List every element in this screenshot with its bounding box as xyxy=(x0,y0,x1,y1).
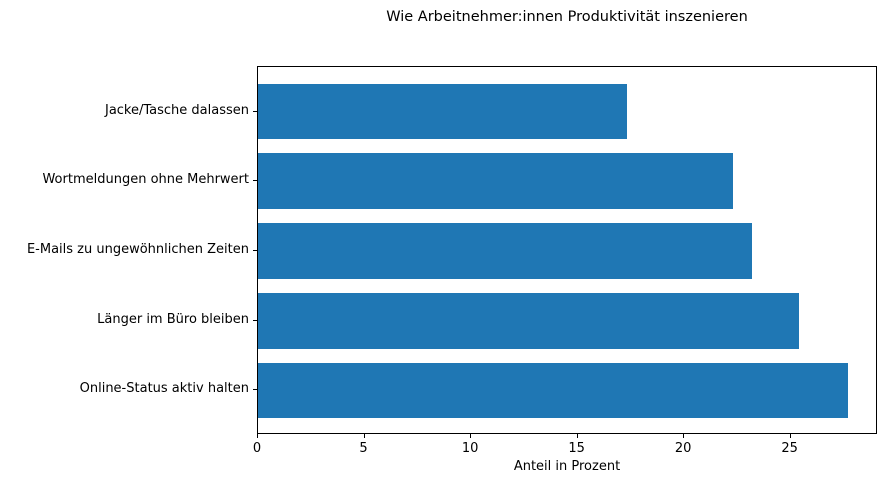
bar xyxy=(258,153,734,210)
y-axis-tick xyxy=(253,389,257,391)
x-tick-label: 20 xyxy=(674,441,692,456)
x-tick-label: 5 xyxy=(359,441,368,456)
category-label: Länger im Büro bleiben xyxy=(97,311,249,327)
category-label: Jacke/Tasche dalassen xyxy=(104,102,249,118)
y-axis-tick xyxy=(253,180,257,182)
x-axis-tick xyxy=(789,434,791,438)
bar xyxy=(258,292,800,349)
chart-title: Wie Arbeitnehmer:innen Produktivität ins… xyxy=(386,9,748,25)
x-tick-label: 25 xyxy=(781,441,798,456)
x-axis-tick xyxy=(363,434,365,438)
bar xyxy=(258,362,849,419)
category-label: E-Mails zu ungewöhnlichen Zeiten xyxy=(26,242,249,257)
x-axis-tick xyxy=(683,434,685,438)
x-tick-label: 0 xyxy=(252,441,262,456)
bar xyxy=(258,83,627,140)
x-tick-label: 15 xyxy=(568,441,585,456)
y-axis-tick xyxy=(253,250,257,251)
category-label: Online-Status aktiv halten xyxy=(79,381,249,397)
plot-area xyxy=(257,66,877,434)
x-axis-label: Anteil in Prozent xyxy=(513,459,621,474)
category-label: Wortmeldungen ohne Mehrwert xyxy=(42,172,249,188)
x-axis-tick xyxy=(576,434,578,438)
bar xyxy=(258,223,753,279)
y-axis-tick xyxy=(253,110,257,112)
x-axis-tick xyxy=(257,434,258,438)
x-tick-label: 10 xyxy=(461,441,479,456)
x-axis-tick xyxy=(470,434,472,438)
y-axis-tick xyxy=(253,319,257,321)
